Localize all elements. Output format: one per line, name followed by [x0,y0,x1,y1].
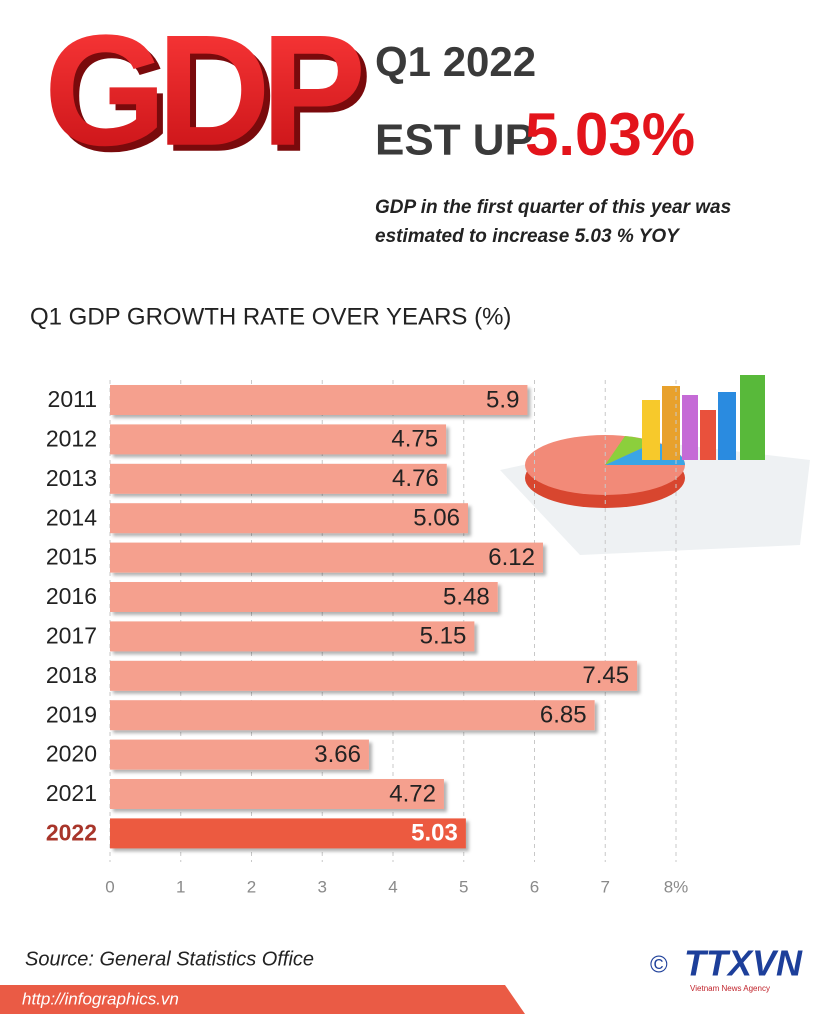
value-label: 4.75 [391,426,438,453]
bar [110,582,498,612]
bar [110,463,447,494]
y-tick-label: 2014 [46,504,97,530]
value-label: 5.06 [413,505,460,532]
headline-highlight: 5.03% [525,101,695,168]
bar [110,424,447,455]
x-tick-label: 3 [318,877,327,896]
value-label: 5.9 [486,386,519,413]
y-tick-label: 2011 [48,386,97,412]
url: http://infographics.vn [22,989,179,1008]
brand-sub: Vietnam News Agency [690,984,770,993]
logo-depth: GDP [50,9,367,185]
bar [110,739,369,770]
y-tick-label: 2018 [46,662,97,688]
bar [110,700,595,731]
y-tick-label: 2015 [46,544,97,570]
value-label: 6.12 [488,544,535,571]
y-tick-label: 2022 [46,819,97,845]
bar [110,385,528,415]
value-label: 5.48 [443,583,490,610]
headline-year: Q1 2022 [375,38,536,85]
y-tick-label: 2013 [46,465,97,491]
bar [110,621,475,652]
y-tick-label: 2019 [46,701,97,727]
x-tick-label: 2 [247,877,256,896]
decor-illustration [500,375,810,555]
footer-band [0,985,525,1014]
value-label: 4.76 [392,465,439,492]
x-tick-label: 5 [459,877,468,896]
value-label: 6.85 [540,702,587,729]
value-label: 3.66 [314,741,361,768]
value-label: 4.72 [389,780,436,807]
description: GDP in the first quarter of this year wa… [375,197,732,247]
value-label: 5.03 [411,820,458,847]
bar [110,660,638,691]
y-tick-label: 2017 [46,622,97,648]
bar [110,818,466,849]
x-tick-label: 0 [105,877,114,896]
x-tick-label: 6 [530,877,539,896]
headline-est: EST UP [375,116,534,165]
x-tick-label: 1 [176,877,185,896]
source: Source: General Statistics Office [25,948,314,970]
copyright: © [650,951,668,978]
value-label: 7.45 [582,662,629,689]
y-tick-label: 2012 [46,425,97,451]
value-label: 5.15 [420,623,467,650]
x-tick-label: 7 [601,877,610,896]
y-tick-label: 2020 [46,741,97,767]
chart-title: Q1 GDP GROWTH RATE OVER YEARS (%) [30,303,511,330]
y-tick-label: 2016 [46,583,97,609]
x-tick-label: 8% [664,877,689,896]
y-tick-label: 2021 [46,780,97,806]
bar [110,779,444,809]
logo: GDP [44,3,361,179]
bar [110,503,468,534]
x-tick-label: 4 [388,877,397,896]
bar [110,542,543,573]
brand: TTXVN [684,943,803,984]
